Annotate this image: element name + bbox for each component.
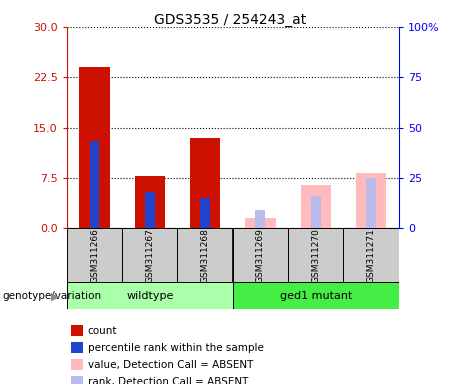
Bar — [288, 228, 343, 282]
Bar — [122, 228, 177, 282]
Bar — [89, 141, 100, 228]
Bar — [145, 192, 155, 228]
Bar — [200, 198, 210, 228]
Text: GSM311269: GSM311269 — [256, 228, 265, 283]
Text: GSM311271: GSM311271 — [366, 228, 376, 283]
Bar — [343, 228, 399, 282]
Bar — [255, 210, 266, 228]
Bar — [366, 178, 376, 228]
Text: wildtype: wildtype — [126, 291, 173, 301]
Text: genotype/variation: genotype/variation — [2, 291, 101, 301]
Text: GSM311267: GSM311267 — [145, 228, 154, 283]
Bar — [67, 228, 122, 282]
Bar — [79, 67, 110, 228]
Bar — [233, 228, 288, 282]
Text: ▶: ▶ — [51, 291, 59, 301]
Bar — [190, 138, 220, 228]
Bar — [311, 196, 321, 228]
Bar — [301, 185, 331, 228]
Text: rank, Detection Call = ABSENT: rank, Detection Call = ABSENT — [88, 377, 248, 384]
Bar — [135, 176, 165, 228]
Text: percentile rank within the sample: percentile rank within the sample — [88, 343, 264, 353]
Bar — [356, 174, 386, 228]
Text: GSM311266: GSM311266 — [90, 228, 99, 283]
Text: value, Detection Call = ABSENT: value, Detection Call = ABSENT — [88, 360, 253, 370]
Text: GSM311268: GSM311268 — [201, 228, 210, 283]
Text: count: count — [88, 326, 117, 336]
Bar — [177, 228, 233, 282]
Text: GDS3535 / 254243_at: GDS3535 / 254243_at — [154, 13, 307, 27]
Bar — [67, 282, 233, 309]
Text: GSM311270: GSM311270 — [311, 228, 320, 283]
Text: ged1 mutant: ged1 mutant — [280, 291, 352, 301]
Bar — [233, 282, 399, 309]
Bar — [245, 218, 276, 228]
